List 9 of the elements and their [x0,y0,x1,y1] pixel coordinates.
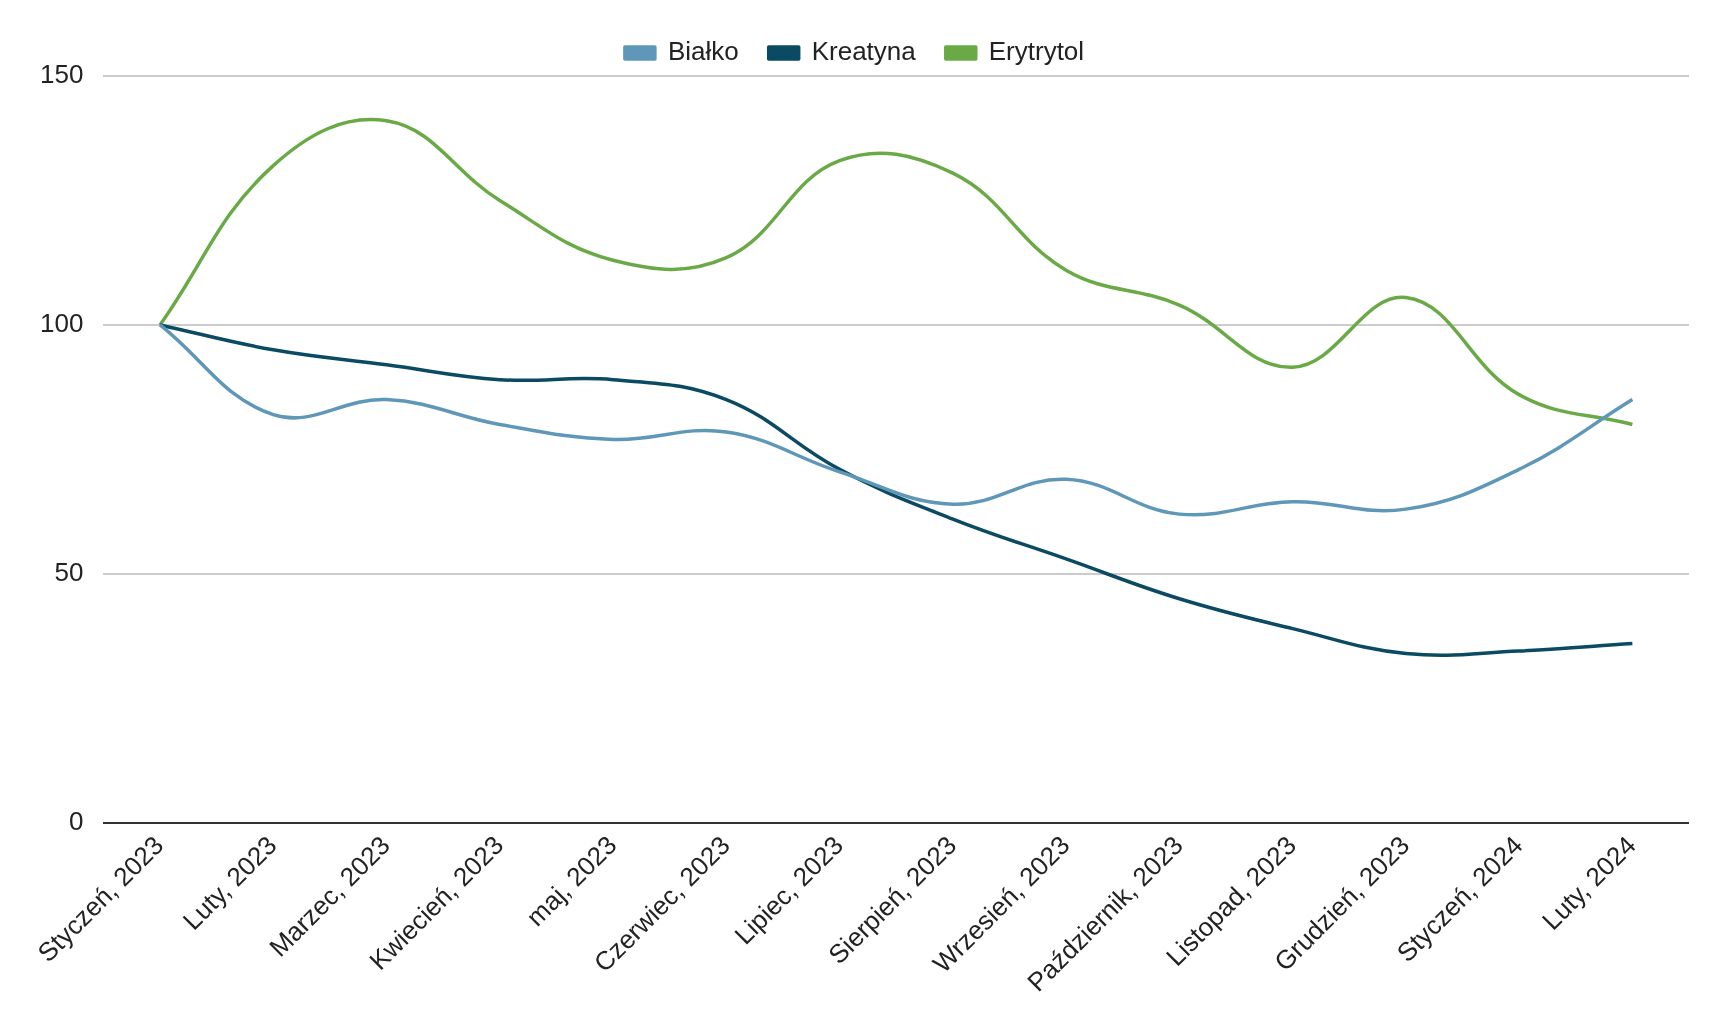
y-tick-label: 0 [68,805,84,836]
y-tick-label: 150 [39,59,84,90]
legend-label: Białko [667,36,739,67]
line-series [158,323,1635,517]
y-tick-label: 100 [39,308,84,339]
legend-label: Kreatyna [811,36,917,67]
y-tick-label: 50 [54,557,84,588]
legend-label: Erytrytol [988,36,1085,67]
line-series [158,118,1635,427]
